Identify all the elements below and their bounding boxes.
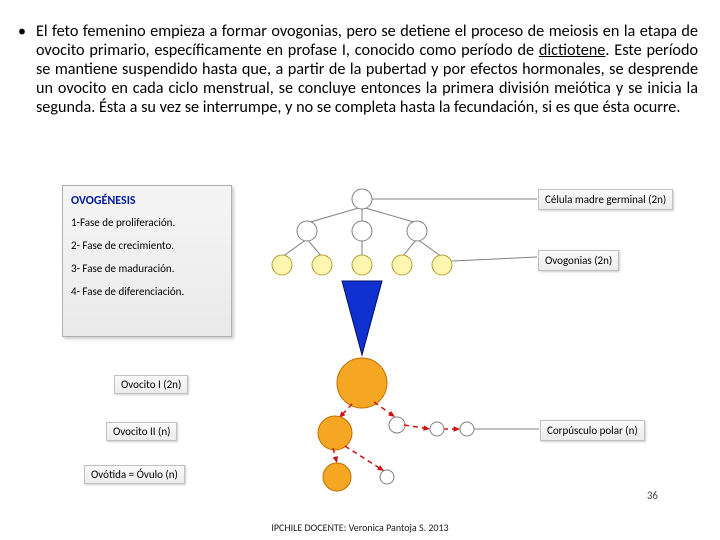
panel-title: OVOGÉNESIS [71, 194, 223, 208]
bullet-marker: • [18, 22, 26, 42]
tree-svg [247, 185, 547, 495]
phases-panel: OVOGÉNESIS 1-Fase de proliferación. 2- F… [62, 185, 232, 337]
phase-line: 1-Fase de proliferación. [71, 216, 223, 229]
phase-line: 2- Fase de crecimiento. [71, 239, 223, 252]
phase-line: 4- Fase de diferenciación. [71, 285, 223, 298]
label-ovotida: Ovótida = Óvulo (n) [84, 465, 185, 484]
label-corpusculo: Corpúsculo polar (n) [540, 420, 645, 441]
tree-svg-wrap [247, 185, 547, 495]
bullet-text: El feto femenino empieza a formar ovogon… [36, 22, 698, 117]
label-celula-madre: Célula madre germinal (2n) [538, 189, 673, 210]
page-number: 36 [647, 489, 658, 502]
ovogenesis-diagram: OVOGÉNESIS 1-Fase de proliferación. 2- F… [62, 185, 662, 500]
label-ovocito1: Ovocito I (2n) [114, 375, 188, 394]
label-ovocito2: Ovocito II (n) [106, 422, 177, 441]
bullet-block: • El feto femenino empieza a formar ovog… [18, 22, 698, 117]
footer-credit: IPCHILE DOCENTE: Veronica Pantoja S. 201… [0, 521, 720, 534]
label-ovogonias: Ovogonias (2n) [538, 250, 619, 271]
phase-line: 3- Fase de maduración. [71, 262, 223, 275]
